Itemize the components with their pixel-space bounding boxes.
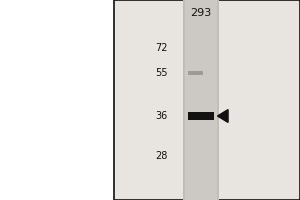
Bar: [183, 0, 185, 200]
Text: 28: 28: [156, 151, 168, 161]
Bar: [217, 0, 219, 200]
Bar: [188, 71, 202, 75]
Bar: [188, 112, 214, 120]
Text: 293: 293: [190, 8, 212, 18]
Polygon shape: [218, 110, 228, 122]
Text: 36: 36: [156, 111, 168, 121]
Text: 55: 55: [155, 68, 168, 78]
Bar: [114, 0, 300, 200]
Bar: [183, 0, 219, 200]
Text: 72: 72: [155, 43, 168, 53]
